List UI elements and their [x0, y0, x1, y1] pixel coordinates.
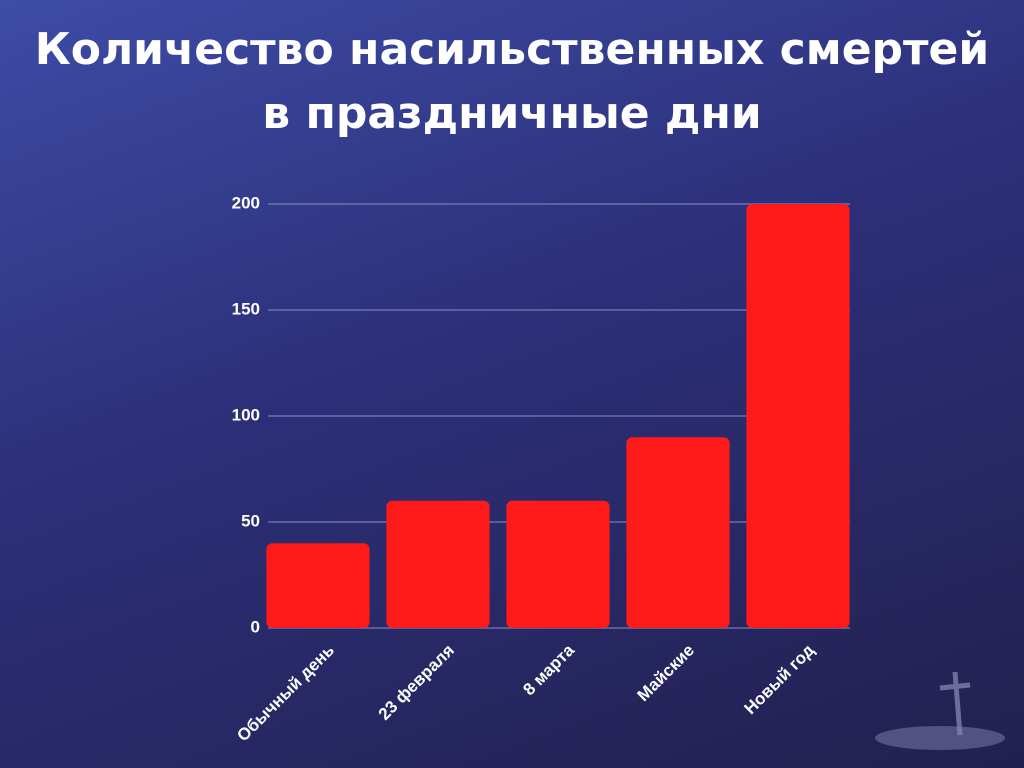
- y-tick-label: 0: [251, 617, 260, 636]
- x-tick-label: Майские: [634, 641, 698, 705]
- decoration: [939, 671, 971, 736]
- y-tick-label: 50: [241, 511, 260, 530]
- x-tick-label: 23 февраля: [375, 641, 458, 724]
- x-tick-label: Новый год: [740, 640, 818, 718]
- bar: [266, 543, 370, 628]
- y-tick-label: 100: [232, 405, 260, 424]
- cross: [952, 671, 963, 736]
- bar: [506, 500, 610, 628]
- y-tick-label: 150: [232, 299, 260, 318]
- cross: [939, 682, 971, 691]
- bar: [386, 500, 490, 628]
- bar: [746, 204, 850, 628]
- chart-title: Количество насильственных смертей в праз…: [34, 24, 990, 139]
- bar: [626, 437, 730, 628]
- x-tick-label: Обычный день: [233, 641, 338, 746]
- x-tick-label: 8 марта: [519, 640, 578, 699]
- y-tick-label: 200: [232, 193, 260, 212]
- decoration: [875, 726, 1005, 750]
